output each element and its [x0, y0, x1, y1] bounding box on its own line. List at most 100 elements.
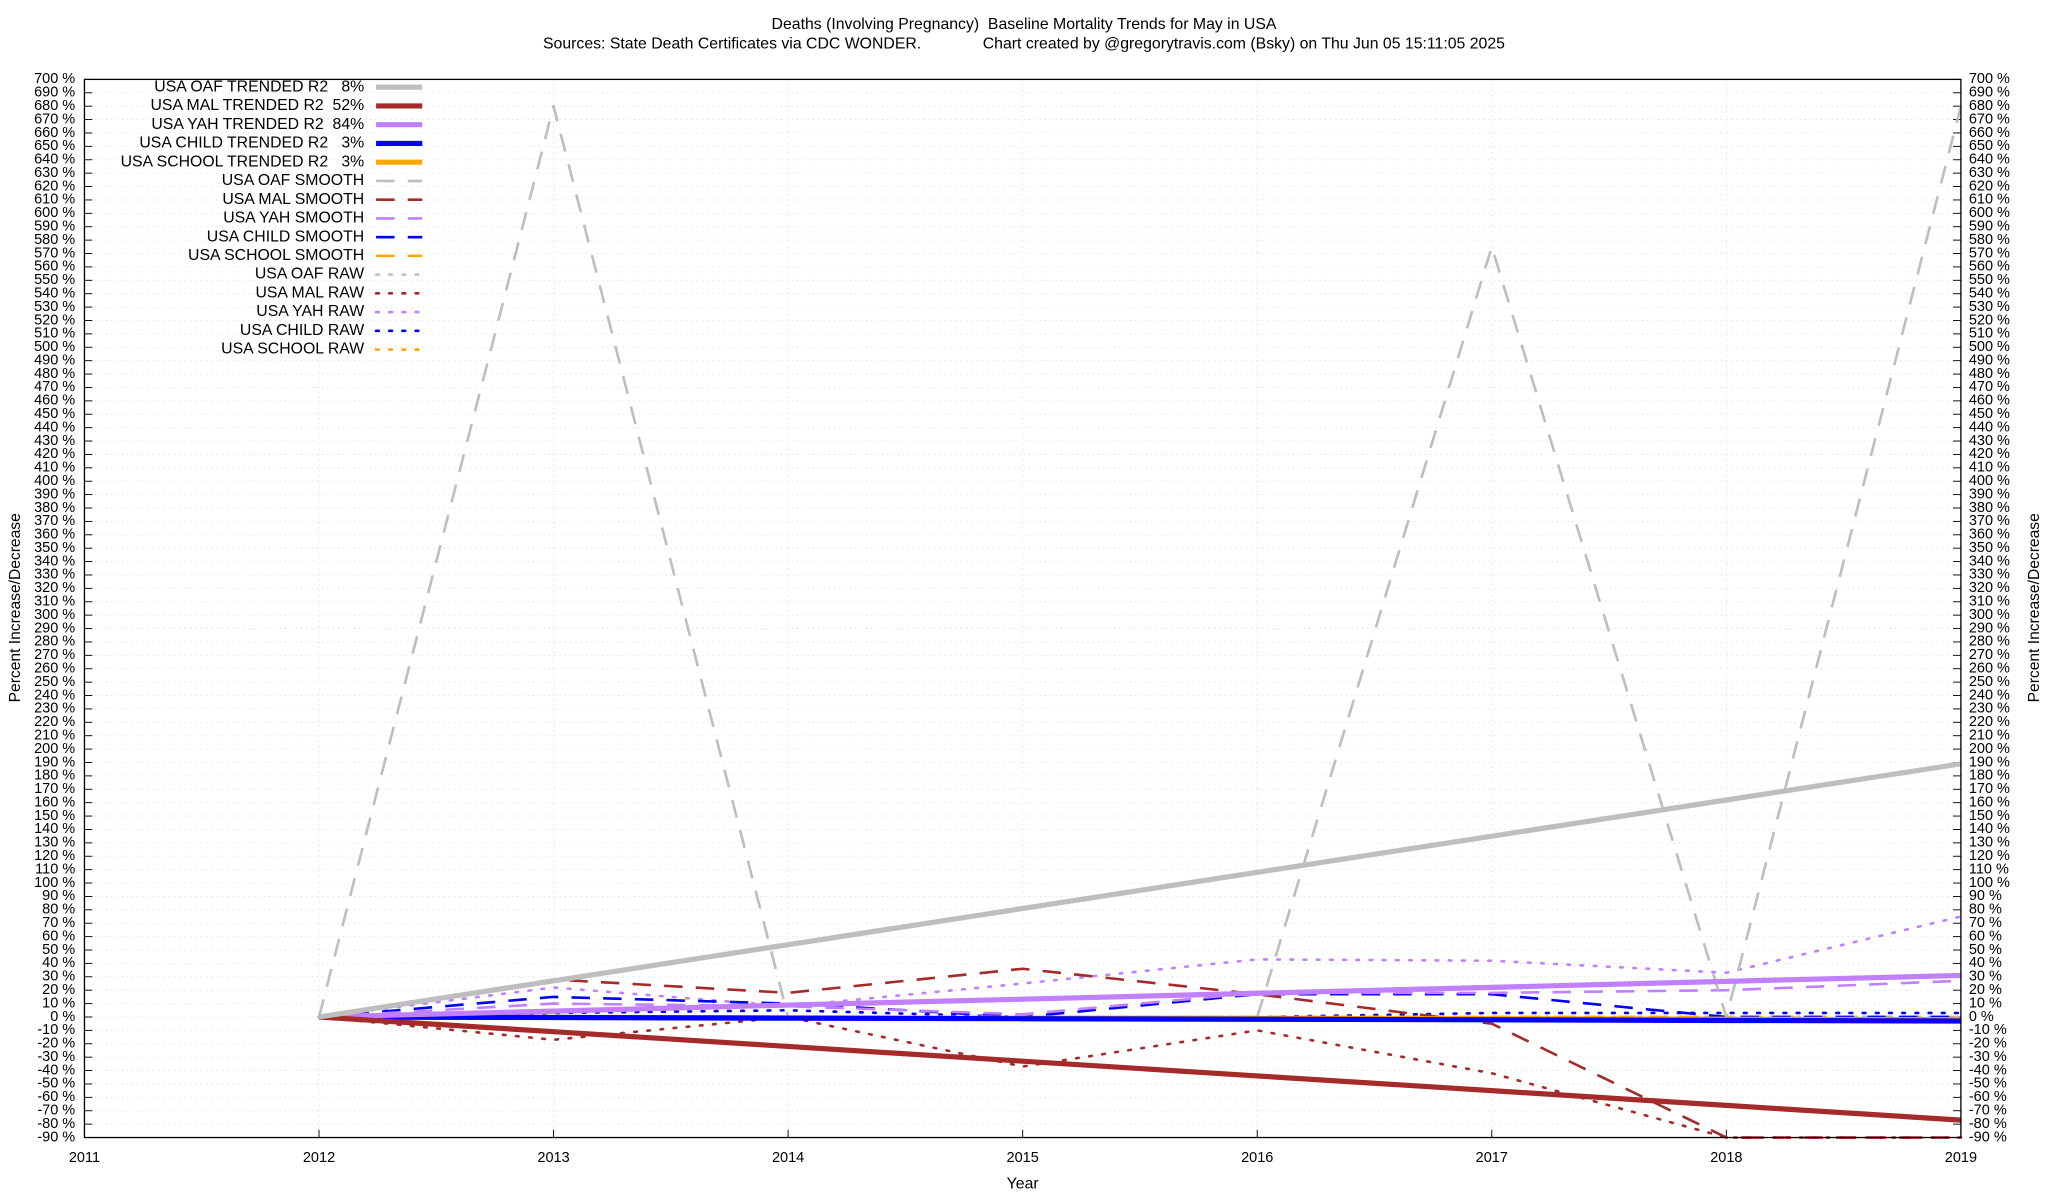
- legend-label: USA SCHOOL TRENDED R2 3%: [121, 153, 365, 170]
- x-tick-label: 2017: [1476, 1150, 1508, 1166]
- y-tick-label: 550 %: [34, 272, 75, 288]
- y-tick-label: 590 %: [34, 219, 75, 235]
- y-tick-label: 270 %: [34, 647, 75, 663]
- x-axis-label: Year: [1007, 1176, 1039, 1193]
- y2-tick-label: 70 %: [1969, 915, 2002, 931]
- y-tick-label: 200 %: [34, 741, 75, 757]
- y-tick-label: 210 %: [34, 728, 75, 744]
- plot-frame: [83, 78, 1962, 1139]
- y2-tick-label: 110 %: [1969, 862, 2009, 878]
- y2-tick-label: 500 %: [1969, 339, 2010, 355]
- y2-tick-label: 350 %: [1969, 540, 2010, 556]
- legend-label: USA YAH SMOOTH: [223, 210, 364, 227]
- y-tick-label: 650 %: [34, 138, 75, 154]
- y-tick-label: 160 %: [34, 795, 75, 811]
- y-tick-label: 690 %: [34, 85, 75, 101]
- legend-label: USA CHILD SMOOTH: [207, 228, 364, 245]
- y2-tick-label: 540 %: [1969, 286, 2010, 302]
- legend: USA OAF TRENDED R2 8% USA MAL TRENDED R2 …: [121, 78, 424, 358]
- y-tick-label: 310 %: [34, 594, 75, 610]
- y-tick-label: 580 %: [34, 232, 75, 248]
- x-tick-label: 2016: [1241, 1150, 1273, 1166]
- y-tick-label: 700 %: [34, 71, 75, 87]
- y-tick-label: -30 %: [37, 1049, 75, 1065]
- legend-label: USA OAF SMOOTH: [222, 172, 364, 189]
- y2-tick-label: -70 %: [1969, 1103, 2007, 1119]
- y-tick-label: 230 %: [34, 701, 75, 717]
- series-line: [317, 1015, 1963, 1139]
- y2-tick-label: 10 %: [1969, 995, 2002, 1011]
- y-tick-label: 120 %: [34, 848, 75, 864]
- y2-tick-label: 310 %: [1969, 594, 2010, 610]
- y2-tick-label: 320 %: [1969, 580, 2010, 596]
- y-tick-label: 390 %: [34, 486, 75, 502]
- y2-tick-label: 530 %: [1969, 299, 2010, 315]
- y2-tick-label: -10 %: [1969, 1022, 2007, 1038]
- y2-tick-label: 510 %: [1969, 326, 2010, 342]
- y2-tick-label: 590 %: [1969, 219, 2010, 235]
- y-tick-label: 670 %: [34, 111, 75, 127]
- y-tick-label: -10 %: [37, 1022, 75, 1038]
- x-tick-label: 2011: [69, 1150, 100, 1166]
- y-tick-label: 510 %: [34, 326, 75, 342]
- y-tick-label: -80 %: [37, 1116, 75, 1132]
- legend-label: USA CHILD RAW: [240, 322, 364, 339]
- y2-tick-label: -30 %: [1969, 1049, 2007, 1065]
- y2-axis-label: Percent Increase/Decrease: [2026, 513, 2043, 702]
- y2-tick-label: 620 %: [1969, 178, 2010, 194]
- y-tick-label: 130 %: [34, 835, 75, 851]
- y-tick-label: 370 %: [34, 513, 75, 529]
- y2-tick-label: 0 %: [1969, 1009, 1994, 1025]
- y2-tick-label: 340 %: [1969, 553, 2010, 569]
- y2-tick-label: 680 %: [1969, 98, 2010, 114]
- y-tick-label: 400 %: [34, 473, 75, 489]
- x-tick-label: 2014: [772, 1150, 804, 1166]
- y-tick-label: 530 %: [34, 299, 75, 315]
- y-tick-label: 480 %: [34, 366, 75, 382]
- y-tick-label: 60 %: [42, 928, 75, 944]
- series-line: [318, 972, 1961, 1020]
- y-tick-label: 520 %: [34, 312, 75, 328]
- y2-tick-label: 280 %: [1969, 634, 2010, 650]
- y2-tick-label: -80 %: [1969, 1116, 2007, 1132]
- y-tick-label: 220 %: [34, 714, 75, 730]
- y-tick-label: 280 %: [34, 634, 75, 650]
- y2-tick-label: 240 %: [1969, 687, 2010, 703]
- chart-title: Deaths (Involving Pregnancy) Baseline Mo…: [772, 16, 1277, 33]
- y-tick-label: 490 %: [34, 353, 75, 369]
- y2-tick-label: 40 %: [1969, 955, 2002, 971]
- y-tick-label: 360 %: [34, 527, 75, 543]
- y-tick-label: 300 %: [34, 607, 75, 623]
- y2-tick-label: 690 %: [1969, 85, 2010, 101]
- legend-label: USA SCHOOL SMOOTH: [188, 247, 364, 264]
- series-line: [319, 1014, 1961, 1024]
- y2-tick-label: 150 %: [1969, 808, 2010, 824]
- chart-subtitle: Sources: State Death Certificates via CD…: [543, 35, 1505, 52]
- y2-tick-label: 180 %: [1969, 768, 2010, 784]
- y2-tick-label: 670 %: [1969, 111, 2010, 127]
- y-tick-label: 110 %: [35, 862, 75, 878]
- y-tick-label: 190 %: [34, 754, 75, 770]
- y-tick-label: 540 %: [34, 286, 75, 302]
- y2-tick-label: 260 %: [1969, 661, 2010, 677]
- y2-tick-label: 380 %: [1969, 500, 2010, 516]
- y-axis-label: Percent Increase/Decrease: [7, 513, 24, 702]
- y-tick-label: 350 %: [34, 540, 75, 556]
- legend-label: USA OAF TRENDED R2 8%: [154, 78, 364, 95]
- y2-tick-label: 120 %: [1969, 848, 2010, 864]
- y2-tick-label: 160 %: [1969, 795, 2010, 811]
- y2-tick-label: 50 %: [1969, 942, 2002, 958]
- y-tick-label: 50 %: [42, 942, 75, 958]
- y2-tick-label: 30 %: [1969, 969, 2002, 985]
- y2-tick-label: -20 %: [1969, 1036, 2007, 1052]
- y2-tick-label: 330 %: [1969, 567, 2010, 583]
- series-line: [318, 992, 1961, 1019]
- y2-tick-label: 660 %: [1969, 125, 2010, 141]
- y-tick-label: 40 %: [42, 955, 75, 971]
- series-line: [318, 1014, 1962, 1123]
- y2-tick-label: 80 %: [1969, 902, 2002, 918]
- y-tick-label: 260 %: [34, 661, 75, 677]
- y-tick-label: -50 %: [37, 1076, 75, 1092]
- y2-tick-label: 390 %: [1969, 486, 2010, 502]
